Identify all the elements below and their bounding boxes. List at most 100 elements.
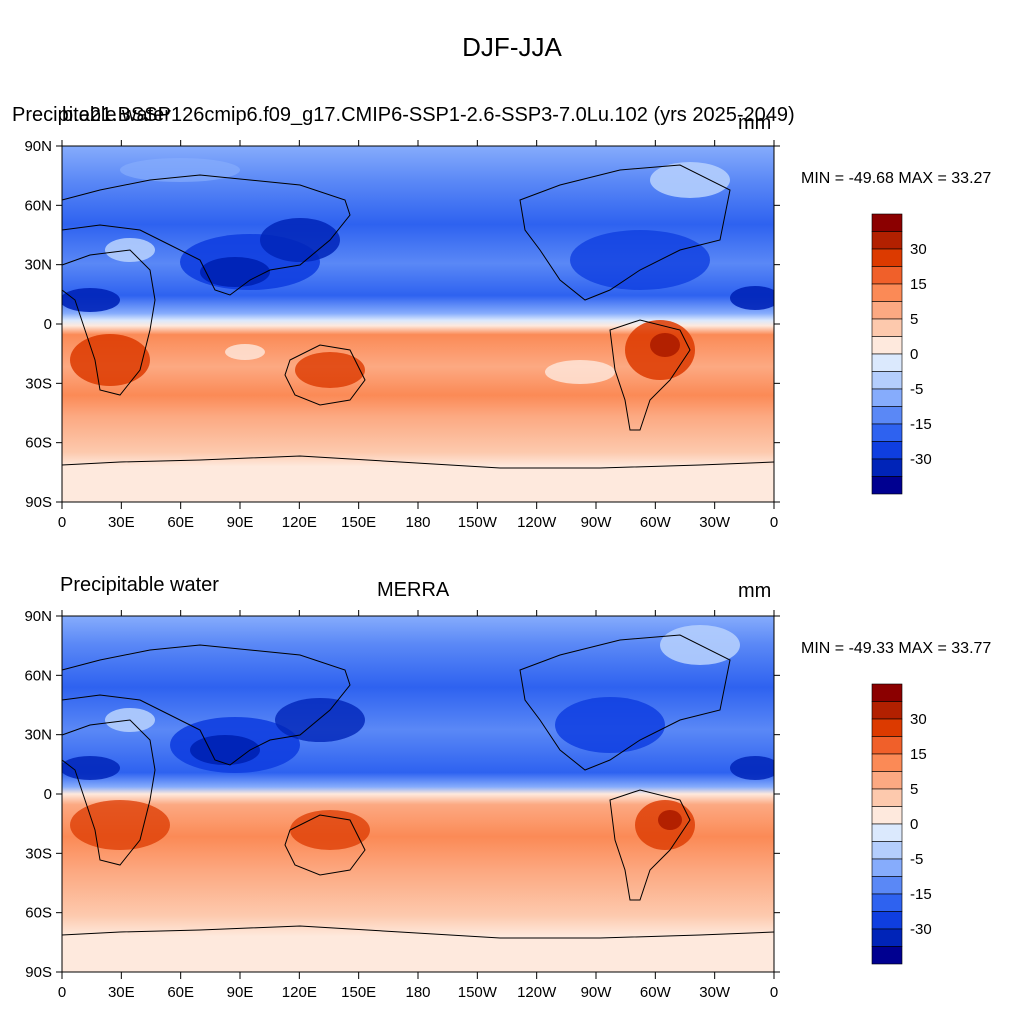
colorbar-swatch: [871, 683, 903, 702]
lat-tick-label: 0: [44, 316, 52, 333]
lon-tick-label: 120W: [517, 514, 557, 531]
colorbar-swatch: [871, 771, 903, 790]
colorbar-swatch: [871, 336, 903, 355]
colorbar-label: -5: [910, 381, 923, 398]
colorbar-swatch: [871, 736, 903, 755]
lon-tick-label: 180: [405, 984, 430, 1001]
lat-tick-label: 30S: [25, 845, 52, 862]
colorbar-label: 15: [910, 276, 927, 293]
panel2-coastlines: [61, 634, 775, 939]
panel2-center-title: MERRA: [377, 579, 450, 601]
colorbar-swatch: [871, 248, 903, 267]
lon-tick-label: 90W: [581, 984, 613, 1001]
colorbar-swatch: [871, 371, 903, 390]
lon-tick-label: 150E: [341, 514, 376, 531]
lat-tick-label: 60N: [24, 197, 52, 214]
lon-tick-label: 90W: [581, 514, 613, 531]
lon-tick-label: 0: [58, 984, 66, 1001]
panel1-min-max: MIN = -49.68 MAX = 33.27: [801, 170, 992, 187]
colorbar-label: 0: [910, 816, 918, 833]
lon-tick-label: 60W: [640, 984, 672, 1001]
colorbar-swatch: [871, 266, 903, 285]
lon-tick-label: 0: [770, 984, 778, 1001]
lon-tick-label: 90E: [227, 514, 254, 531]
colorbar-swatch: [871, 841, 903, 860]
colorbar-swatch: [871, 283, 903, 302]
colorbar-swatch: [871, 388, 903, 407]
colorbar-swatch: [871, 353, 903, 372]
colorbar-label: -30: [910, 451, 932, 468]
lon-tick-label: 30W: [699, 514, 731, 531]
lon-tick-label: 90E: [227, 984, 254, 1001]
lat-tick-label: 90S: [25, 494, 52, 511]
colorbar-swatch: [871, 858, 903, 877]
colorbar-swatch: [871, 946, 903, 965]
lon-tick-label: 150W: [458, 514, 498, 531]
lon-tick-label: 180: [405, 514, 430, 531]
figure-title: DJF-JJA: [462, 32, 562, 62]
coastlines: [61, 164, 775, 939]
lat-tick-label: 60S: [25, 905, 52, 922]
lat-tick-label: 30N: [24, 257, 52, 274]
panel2-colorbar: 30 15 5 0 -5 -15 -30: [871, 683, 932, 965]
colorbar-label: -15: [910, 886, 932, 903]
lon-tick-label: 150W: [458, 984, 498, 1001]
lon-tick-label: 60E: [167, 514, 194, 531]
panel2-units: mm: [738, 580, 772, 602]
lon-tick-label: 120E: [282, 514, 317, 531]
colorbar-swatch: [871, 928, 903, 947]
lat-tick-label: 90N: [24, 138, 52, 155]
colorbar-swatch: [871, 476, 903, 495]
panel2-left-title: Precipitable water: [60, 574, 219, 596]
lon-tick-label: 30E: [108, 984, 135, 1001]
colorbar-label: 30: [910, 241, 927, 258]
panel1-coastlines: [61, 164, 775, 469]
colorbar-swatch: [871, 318, 903, 337]
colorbar-label: 30: [910, 711, 927, 728]
colorbar-swatch: [871, 788, 903, 807]
lat-tick-label: 0: [44, 786, 52, 803]
lon-tick-label: 30E: [108, 514, 135, 531]
colorbar-swatch: [871, 753, 903, 772]
panel1-map-field: [62, 146, 774, 502]
lon-tick-label: 0: [58, 514, 66, 531]
colorbar-swatch: [871, 301, 903, 320]
axis-ticks: 90N 60N 30N 0 30S 60S 90S 0 30E 60E 90E 120E 150E 180…: [24, 138, 780, 1001]
colorbar-label: -5: [910, 851, 923, 868]
colorbar-swatch: [871, 406, 903, 425]
lon-tick-label: 30W: [699, 984, 731, 1001]
panel2-min-max: MIN = -49.33 MAX = 33.77: [801, 640, 992, 657]
colorbars: 30 15 5 0 -5 -15 -30 30 15 5 0 -5 -15 -30: [871, 213, 932, 965]
lon-tick-label: 60E: [167, 984, 194, 1001]
colorbar-swatch: [871, 441, 903, 460]
colorbar-swatch: [871, 213, 903, 232]
colorbar-label: 15: [910, 746, 927, 763]
colorbar-swatch: [871, 718, 903, 737]
colorbar-swatch: [871, 701, 903, 720]
colorbar-swatch: [871, 876, 903, 895]
panel2-map-field: [62, 616, 774, 972]
colorbar-swatch: [871, 423, 903, 442]
colorbar-label: -15: [910, 416, 932, 433]
panel1-colorbar: 30 15 5 0 -5 -15 -30: [871, 213, 932, 495]
colorbar-swatch: [871, 231, 903, 250]
colorbar-label: 0: [910, 346, 918, 363]
colorbar-label: -30: [910, 921, 932, 938]
lat-tick-label: 90N: [24, 608, 52, 625]
lon-tick-label: 120E: [282, 984, 317, 1001]
colorbar-swatch: [871, 823, 903, 842]
lat-tick-label: 30N: [24, 727, 52, 744]
panel1-center-title: b.e21.BSSP126cmip6.f09_g17.CMIP6-SSP1-2.…: [62, 104, 795, 126]
lon-tick-label: 0: [770, 514, 778, 531]
lat-tick-label: 30S: [25, 375, 52, 392]
lon-tick-label: 60W: [640, 514, 672, 531]
colorbar-swatch: [871, 911, 903, 930]
lon-tick-label: 120W: [517, 984, 557, 1001]
lat-tick-label: 60N: [24, 667, 52, 684]
colorbar-label: 5: [910, 311, 918, 328]
panel1-left-title: Precipitable water: [12, 104, 171, 126]
lat-tick-label: 90S: [25, 964, 52, 981]
colorbar-label: 5: [910, 781, 918, 798]
lat-tick-label: 60S: [25, 435, 52, 452]
